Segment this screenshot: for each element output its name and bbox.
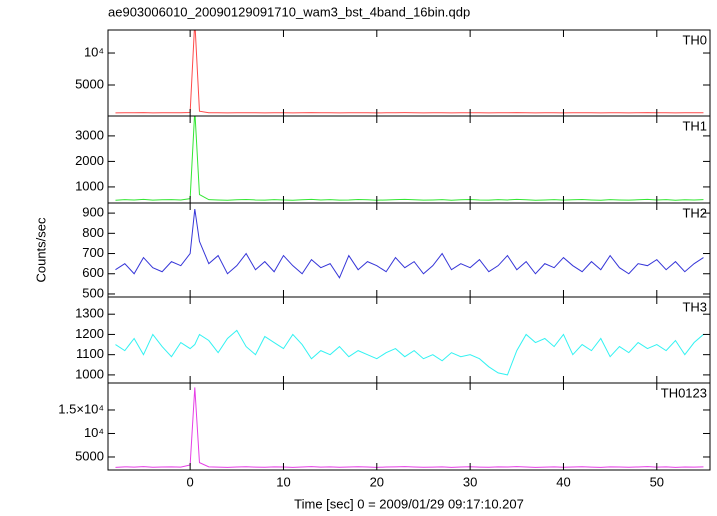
y-tick-label: 1100	[76, 346, 104, 361]
x-tick-label: 10	[276, 474, 290, 489]
light-curve	[115, 116, 704, 201]
y-tick-label: 1000	[75, 178, 104, 193]
y-tick-label: 500	[82, 285, 104, 300]
x-tick-label: 50	[650, 474, 664, 489]
y-tick-label: 700	[82, 245, 104, 260]
panel-frame	[107, 382, 711, 471]
light-curve	[115, 329, 704, 376]
y-tick-label: 1200	[75, 326, 104, 341]
light-curve	[115, 30, 704, 114]
light-curve	[115, 387, 704, 468]
y-tick-label: 900	[82, 205, 104, 220]
panel	[115, 116, 704, 201]
panel-frame	[107, 202, 711, 298]
series-label: TH3	[682, 299, 707, 314]
series-label: TH0	[682, 32, 707, 47]
y-tick-label: 1.5×10⁴	[58, 401, 104, 416]
x-tick-label: 30	[463, 474, 477, 489]
panel	[115, 208, 704, 279]
y-tick-label: 2000	[75, 153, 104, 168]
panel-frame	[107, 296, 711, 384]
x-axis-label: Time [sec] 0 = 2009/01/29 09:17:10.207	[294, 496, 524, 511]
series-label: TH0123	[661, 385, 707, 400]
x-tick-label: 40	[556, 474, 570, 489]
y-tick-label: 600	[82, 265, 104, 280]
panel	[115, 30, 704, 114]
y-tick-label: 1000	[75, 366, 104, 381]
series-label: TH2	[682, 205, 707, 220]
panel-frame	[107, 115, 711, 204]
y-tick-label: 5000	[75, 448, 104, 463]
y-tick-label: 3000	[75, 127, 104, 142]
y-tick-label: 5000	[75, 76, 104, 91]
series-label: TH1	[682, 118, 707, 133]
panel	[115, 387, 704, 468]
panel-frame	[107, 29, 711, 117]
x-tick-label: 20	[370, 474, 384, 489]
y-axis-label: Counts/sec	[33, 217, 48, 283]
y-tick-label: 800	[82, 225, 104, 240]
y-tick-label: 10⁴	[84, 44, 104, 59]
x-tick-label: 0	[187, 474, 194, 489]
y-tick-label: 10⁴	[84, 425, 104, 440]
chart-title: ae903006010_20090129091710_wam3_bst_4ban…	[108, 4, 470, 19]
y-tick-label: 1300	[75, 306, 104, 321]
panel	[115, 329, 704, 376]
light-curve	[115, 208, 704, 279]
